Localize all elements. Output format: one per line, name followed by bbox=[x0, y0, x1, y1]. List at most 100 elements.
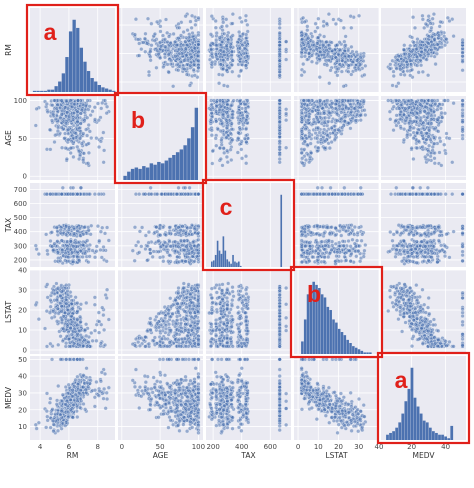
scatter-point bbox=[59, 98, 64, 103]
scatter-point bbox=[244, 161, 249, 166]
scatter-point bbox=[409, 62, 414, 67]
scatter-point bbox=[411, 136, 416, 141]
scatter-point bbox=[308, 141, 313, 146]
scatter-point bbox=[338, 18, 343, 23]
scatter-point bbox=[209, 128, 214, 133]
scatter-point bbox=[224, 118, 229, 123]
scatter-point bbox=[221, 146, 226, 151]
scatter-point bbox=[86, 150, 91, 155]
scatter-point bbox=[358, 118, 363, 123]
scatter-point bbox=[277, 69, 282, 74]
scatter-point bbox=[237, 111, 242, 116]
scatter-point bbox=[241, 51, 246, 56]
scatter-point bbox=[315, 125, 321, 131]
scatter-point bbox=[322, 146, 327, 151]
scatter-point bbox=[66, 227, 71, 232]
scatter-point bbox=[363, 63, 368, 68]
scatter-point bbox=[419, 63, 424, 68]
scatter-point bbox=[230, 58, 235, 63]
scatter-point bbox=[329, 105, 334, 110]
scatter-point bbox=[196, 58, 201, 63]
scatter-point bbox=[58, 228, 63, 233]
scatter-point bbox=[185, 42, 190, 48]
scatter-point bbox=[179, 192, 184, 197]
scatter-point bbox=[327, 54, 332, 59]
scatter-point bbox=[243, 127, 249, 132]
scatter-point bbox=[420, 17, 425, 22]
scatter-point bbox=[235, 150, 240, 155]
scatter-point bbox=[325, 133, 330, 138]
histogram-bar bbox=[47, 89, 51, 92]
scatter-point bbox=[175, 250, 181, 255]
scatter-point bbox=[307, 44, 312, 49]
scatter-point bbox=[75, 250, 80, 255]
scatter-point bbox=[391, 128, 396, 133]
scatter-point bbox=[433, 46, 438, 51]
scatter-point bbox=[95, 224, 100, 229]
scatter-point bbox=[72, 227, 77, 232]
scatter-point bbox=[415, 130, 420, 135]
scatter-point bbox=[101, 160, 106, 165]
scatter-point bbox=[332, 128, 337, 133]
scatter-point bbox=[139, 244, 144, 249]
scatter-point bbox=[211, 98, 216, 103]
scatter-point bbox=[213, 25, 218, 30]
scatter-point bbox=[424, 131, 429, 136]
scatter-point bbox=[214, 37, 219, 43]
scatter-point bbox=[143, 49, 148, 54]
scatter-point bbox=[193, 22, 198, 27]
scatter-point bbox=[420, 69, 425, 74]
scatter-point bbox=[302, 54, 307, 59]
scatter-point bbox=[225, 57, 230, 62]
scatter-point bbox=[62, 136, 67, 141]
scatter-point bbox=[51, 112, 56, 117]
scatter-point bbox=[336, 52, 341, 57]
scatter-point bbox=[149, 192, 154, 197]
scatter-point bbox=[58, 116, 63, 121]
scatter-point bbox=[358, 113, 363, 118]
scatter-point bbox=[94, 136, 99, 141]
scatter-point bbox=[336, 127, 341, 132]
scatter-point bbox=[71, 117, 76, 122]
scatter-point bbox=[391, 104, 396, 109]
scatter-point bbox=[55, 250, 60, 255]
histogram-bar bbox=[280, 194, 283, 267]
scatter-point bbox=[406, 105, 411, 110]
scatter-point bbox=[156, 52, 161, 57]
histogram-bar bbox=[108, 89, 112, 92]
scatter-point bbox=[243, 13, 249, 18]
scatter-point bbox=[423, 21, 428, 26]
scatter-point bbox=[100, 225, 105, 230]
scatter-point bbox=[351, 52, 356, 57]
panel-tax-vs-lstat bbox=[294, 183, 380, 267]
scatter-point bbox=[76, 98, 81, 103]
scatter-point bbox=[68, 151, 73, 156]
scatter-point bbox=[156, 249, 161, 254]
scatter-point bbox=[388, 117, 393, 122]
scatter-point bbox=[217, 98, 223, 103]
histogram-bar bbox=[61, 73, 65, 92]
scatter-point bbox=[439, 44, 444, 50]
scatter-point bbox=[432, 161, 437, 166]
scatter-point bbox=[60, 145, 65, 150]
scatter-point bbox=[460, 102, 465, 107]
scatter-point bbox=[402, 43, 407, 48]
scatter-point bbox=[145, 16, 151, 21]
scatter-point bbox=[191, 240, 196, 245]
scatter-point bbox=[196, 223, 201, 229]
scatter-point bbox=[106, 238, 111, 243]
scatter-point bbox=[346, 121, 351, 126]
scatter-point bbox=[137, 250, 142, 255]
scatter-point bbox=[433, 102, 438, 107]
scatter-point bbox=[239, 19, 244, 24]
scatter-point bbox=[86, 260, 91, 265]
histogram-bar bbox=[145, 167, 150, 180]
scatter-point bbox=[444, 37, 449, 42]
histogram-bar bbox=[83, 61, 87, 92]
scatter-point bbox=[73, 135, 79, 140]
scatter-point bbox=[432, 141, 437, 146]
scatter-point bbox=[411, 15, 416, 20]
scatter-point bbox=[169, 58, 174, 63]
scatter-point bbox=[313, 21, 318, 26]
scatter-point bbox=[84, 127, 89, 132]
